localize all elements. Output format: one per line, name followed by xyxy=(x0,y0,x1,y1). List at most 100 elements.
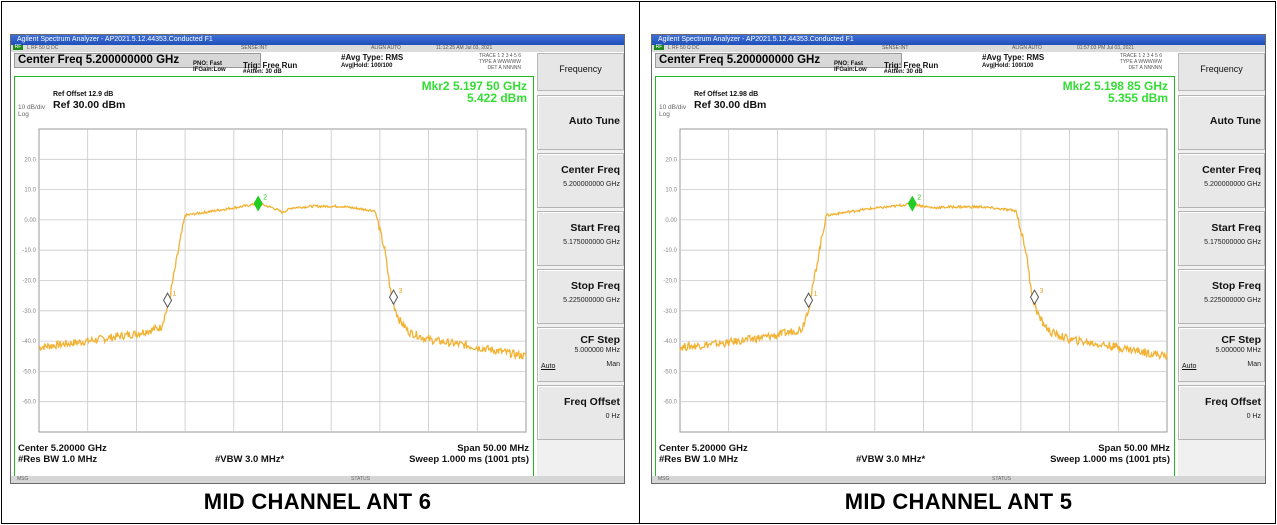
softkey-label: Auto Tune xyxy=(1209,115,1261,127)
freq-offset-softkey[interactable]: Freq Offset 0 Hz xyxy=(537,385,624,440)
start-freq-softkey[interactable]: Start Freq 5.175000000 GHz xyxy=(537,211,624,266)
ref-level: Ref 30.00 dBm xyxy=(694,99,767,111)
softkey-label: Stop Freq xyxy=(1212,280,1261,292)
marker-diamond xyxy=(162,292,173,309)
status-label: STATUS xyxy=(351,476,370,482)
frequency-menu: Frequency Auto Tune Center Freq 5.200000… xyxy=(537,53,624,480)
y-tick-label: -20.0 xyxy=(22,279,36,285)
menu-title: Frequency xyxy=(1178,53,1265,91)
cf-step-softkey[interactable]: CF Step 5.000000 MHz Auto Man xyxy=(537,327,624,382)
trace-indicator: TRACE 1 2 3 4 5 6 TYPE A WWWWW DET A NNN… xyxy=(1070,53,1162,75)
marker-frequency: Mkr2 5.197 50 GHz xyxy=(421,79,527,93)
status-strip: RF L RF 50 Ω DC SENSE:INT ALIGN AUTO 01:… xyxy=(652,45,1265,52)
softkey-label: Stop Freq xyxy=(571,280,620,292)
y-tick-label: -10.0 xyxy=(22,248,36,254)
center-freq-readout[interactable]: Center Freq 5.200000000 GHz xyxy=(14,53,261,68)
y-tick-label: -40.0 xyxy=(22,339,36,345)
footer-status-bar: MSG STATUS xyxy=(11,476,624,483)
center-freq-softkey[interactable]: Center Freq 5.200000000 GHz xyxy=(1178,153,1265,208)
softkey-label: Start Freq xyxy=(570,222,620,234)
softkey-label: Freq Offset xyxy=(563,396,620,408)
pno-setting: PNO: Fast xyxy=(193,61,223,67)
softkey-label: Center Freq xyxy=(561,164,620,176)
menu-title: Frequency xyxy=(537,53,624,91)
y-tick-label: 10.0 xyxy=(665,188,677,194)
marker-number: 1 xyxy=(173,291,177,298)
scale-per-div: 10 dB/div xyxy=(659,104,687,111)
vbw-label: #VBW 3.0 MHz* xyxy=(856,454,926,465)
auto-option[interactable]: Auto xyxy=(541,363,556,370)
center-frequency-label: Center 5.20000 GHz xyxy=(18,443,107,454)
rl-badge: RF xyxy=(13,44,23,50)
marker-number: 3 xyxy=(1040,288,1044,295)
auto-option[interactable]: Auto xyxy=(1182,363,1197,370)
pno-setting: PNO: Fast xyxy=(834,61,864,67)
spectrum-plot: 20.0 10.0 0.00 -10.0 -20.0 -30.0 -40.0 -50.0 -60… xyxy=(663,128,1168,433)
sweep-label: Sweep 1.000 ms (1001 pts) xyxy=(1050,454,1170,465)
man-option[interactable]: Man xyxy=(606,361,620,368)
softkey-value: 5.225000000 GHz xyxy=(1204,297,1261,304)
y-tick-label: 20.0 xyxy=(665,157,677,163)
softkey-label: Start Freq xyxy=(1211,222,1261,234)
det-line: DET A NNNNN xyxy=(487,65,521,71)
timestamp: 11:12:25 AM Jul 03, 2021 xyxy=(436,45,493,51)
softkey-label: CF Step xyxy=(1221,334,1261,346)
marker-number: 2 xyxy=(263,194,267,201)
measurement-screen: Mkr2 5.197 50 GHz 5.422 dBm Ref Offset 1… xyxy=(14,76,534,480)
center-freq-softkey[interactable]: Center Freq 5.200000000 GHz xyxy=(537,153,624,208)
timestamp: 01:57:03 PM Jul 03, 2021 xyxy=(1077,45,1134,51)
ref-offset: Ref Offset 12.9 dB xyxy=(53,91,114,98)
y-tick-label: 10.0 xyxy=(24,188,36,194)
y-tick-label: -10.0 xyxy=(663,248,677,254)
start-freq-softkey[interactable]: Start Freq 5.175000000 GHz xyxy=(1178,211,1265,266)
softkey-label: Center Freq xyxy=(1202,164,1261,176)
softkey-value: 0 Hz xyxy=(1246,413,1261,420)
measurement-screen: Mkr2 5.198 85 GHz 5.355 dBm Ref Offset 1… xyxy=(655,76,1175,480)
span-label: Span 50.00 MHz xyxy=(1098,443,1170,454)
softkey-value: 5.200000000 GHz xyxy=(1204,181,1261,188)
stop-freq-softkey[interactable]: Stop Freq 5.225000000 GHz xyxy=(1178,269,1265,324)
y-tick-label: 0.00 xyxy=(665,218,677,224)
softkey-value: 0 Hz xyxy=(605,413,620,420)
trigger-setting: Trig: Free Run xyxy=(243,61,298,70)
log-scale: Log xyxy=(18,111,29,118)
man-option[interactable]: Man xyxy=(1247,361,1261,368)
y-tick-label: -30.0 xyxy=(22,309,36,315)
spectrum-analyzer-panel-ant5: Agilent Spectrum Analyzer - AP2021.5.12.… xyxy=(651,34,1266,484)
marker-frequency: Mkr2 5.198 85 GHz xyxy=(1062,79,1168,93)
window-titlebar: Agilent Spectrum Analyzer - AP2021.5.12.… xyxy=(652,35,1265,45)
softkey-label: CF Step xyxy=(580,334,620,346)
attenuation-setting: #Atten: 30 dB xyxy=(243,69,282,75)
softkey-label: Auto Tune xyxy=(568,115,620,127)
marker-number: 2 xyxy=(917,195,921,202)
trace-line: TRACE 1 2 3 4 5 6 xyxy=(1120,53,1162,59)
softkey-label: Freq Offset xyxy=(1204,396,1261,408)
res-bw-label: #Res BW 1.0 MHz xyxy=(18,454,98,465)
cf-step-softkey[interactable]: CF Step 5.000000 MHz Auto Man xyxy=(1178,327,1265,382)
type-line: TYPE A WWWWW xyxy=(1119,59,1162,65)
spectrum-plot: 20.0 10.0 0.00 -10.0 -20.0 -30.0 -40.0 -50.0 -60… xyxy=(22,128,527,433)
freq-offset-softkey[interactable]: Freq Offset 0 Hz xyxy=(1178,385,1265,440)
marker-diamond xyxy=(1029,289,1040,306)
rl-badge: RF xyxy=(654,44,664,50)
trace-line xyxy=(38,201,527,361)
input-settings: L RF 50 Ω DC xyxy=(668,45,700,51)
y-tick-label: -50.0 xyxy=(663,369,677,375)
log-scale: Log xyxy=(659,111,670,118)
y-tick-label: -30.0 xyxy=(663,309,677,315)
y-tick-label: 20.0 xyxy=(24,157,36,163)
softkey-value: 5.225000000 GHz xyxy=(563,297,620,304)
ref-level: Ref 30.00 dBm xyxy=(53,99,126,111)
ref-offset: Ref Offset 12.98 dB xyxy=(694,91,759,98)
sense-indicator: SENSE:INT xyxy=(882,45,909,51)
auto-tune-softkey[interactable]: Auto Tune xyxy=(537,95,624,150)
center-freq-readout[interactable]: Center Freq 5.200000000 GHz xyxy=(655,53,902,68)
trace-line: TRACE 1 2 3 4 5 6 xyxy=(479,53,521,59)
det-line: DET A NNNNN xyxy=(1128,65,1162,71)
stop-freq-softkey[interactable]: Stop Freq 5.225000000 GHz xyxy=(537,269,624,324)
auto-tune-softkey[interactable]: Auto Tune xyxy=(1178,95,1265,150)
marker-diamond xyxy=(803,292,814,309)
footer-status-bar: MSG STATUS xyxy=(652,476,1265,483)
y-tick-label: -20.0 xyxy=(663,279,677,285)
softkey-value: 5.175000000 GHz xyxy=(563,239,620,246)
